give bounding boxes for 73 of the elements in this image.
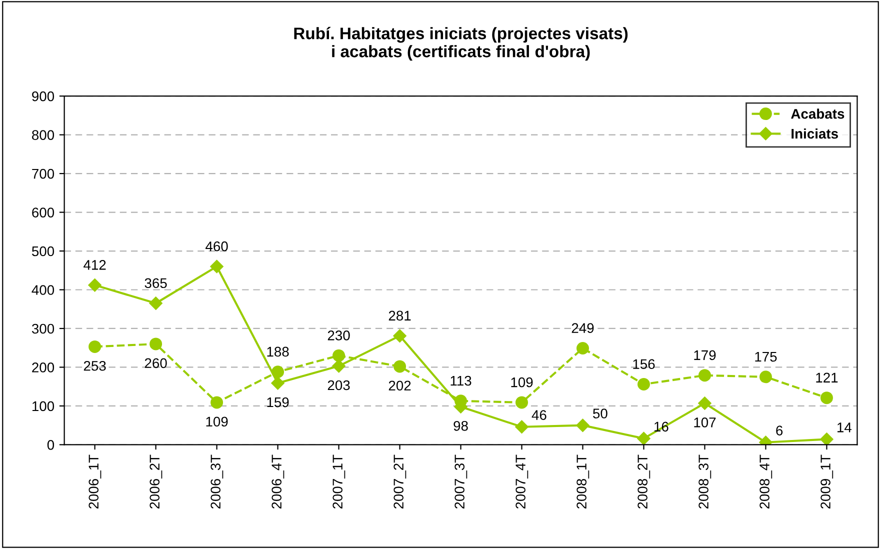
y-tick-label: 800 (32, 130, 54, 140)
data-label: 365 (144, 278, 167, 288)
data-label: 412 (84, 260, 106, 270)
data-label: 175 (755, 352, 777, 362)
point (698, 396, 712, 410)
point (210, 396, 224, 409)
point (394, 360, 406, 373)
data-label: 179 (694, 350, 716, 360)
point (820, 392, 833, 404)
point (88, 340, 102, 353)
data-label: 14 (838, 422, 852, 432)
point (637, 378, 650, 391)
x-tick-label: 2007_3T (454, 454, 468, 509)
point (759, 370, 772, 384)
data-label: 156 (633, 359, 655, 370)
y-tick-label: 700 (32, 168, 54, 179)
x-tick-label: 2006_2T (150, 454, 162, 509)
data-label: 260 (144, 358, 167, 368)
x-tick-label: 2008_4T (760, 454, 772, 509)
x-tick-label: 2008_2T (638, 454, 650, 509)
data-label: 109 (206, 416, 228, 427)
legend-label: Iniciats (792, 128, 838, 139)
chart-title: Rubí. Habitatges iniciats (projectes visats) i acabats (certificats final d'obra) (294, 26, 628, 61)
data-label: 281 (388, 310, 411, 321)
data-label: 202 (388, 380, 411, 391)
point (637, 432, 650, 445)
x-tick-label: 2007_1T (332, 454, 346, 509)
point (271, 376, 284, 390)
y-tick-label: 0 (47, 440, 54, 450)
x-tick-label: 2008_3T (698, 454, 712, 509)
point (576, 342, 589, 354)
point (393, 329, 406, 342)
data-label: 159 (267, 397, 289, 408)
point (149, 296, 162, 310)
point (576, 418, 590, 432)
data-label: 121 (816, 372, 838, 382)
data-label: 249 (572, 323, 594, 333)
y-tick-label: 200 (32, 362, 54, 372)
point (516, 396, 528, 409)
y-tick-label: 300 (32, 324, 54, 334)
x-tick-label: 2006_4T (272, 454, 284, 509)
legend-label: Acabats (791, 108, 844, 119)
point (210, 260, 224, 274)
data-label: 113 (450, 376, 472, 386)
data-label: 109 (511, 377, 533, 388)
y-tick-label: 500 (32, 246, 54, 256)
point (332, 359, 346, 373)
y-tick-label: 400 (32, 285, 54, 295)
point (332, 349, 346, 362)
x-tick-label: 2007_2T (394, 454, 406, 509)
x-tick-label: 2006_3T (210, 454, 224, 509)
data-label: 6 (776, 426, 783, 436)
data-label: 460 (206, 241, 228, 252)
data-label: 46 (532, 410, 546, 420)
point (88, 278, 102, 292)
y-tick-label: 900 (32, 91, 54, 102)
y-tick-label: 600 (32, 208, 54, 218)
x-tick-label: 2009_1T (820, 454, 834, 509)
x-tick-label: 2008_1T (576, 454, 590, 509)
data-label: 50 (593, 408, 608, 418)
point (150, 338, 162, 350)
point (698, 369, 711, 382)
x-tick-label: 2006_1T (88, 454, 102, 509)
point (515, 420, 528, 434)
data-label: 98 (454, 420, 468, 431)
data-label: 107 (694, 418, 716, 428)
point (820, 432, 834, 445)
y-tick-label: 100 (32, 401, 54, 412)
data-label: 203 (328, 380, 350, 390)
data-label: 188 (267, 346, 289, 357)
data-label: 253 (84, 360, 106, 371)
x-tick-label: 2007_4T (516, 454, 528, 509)
data-label: 230 (328, 330, 350, 340)
